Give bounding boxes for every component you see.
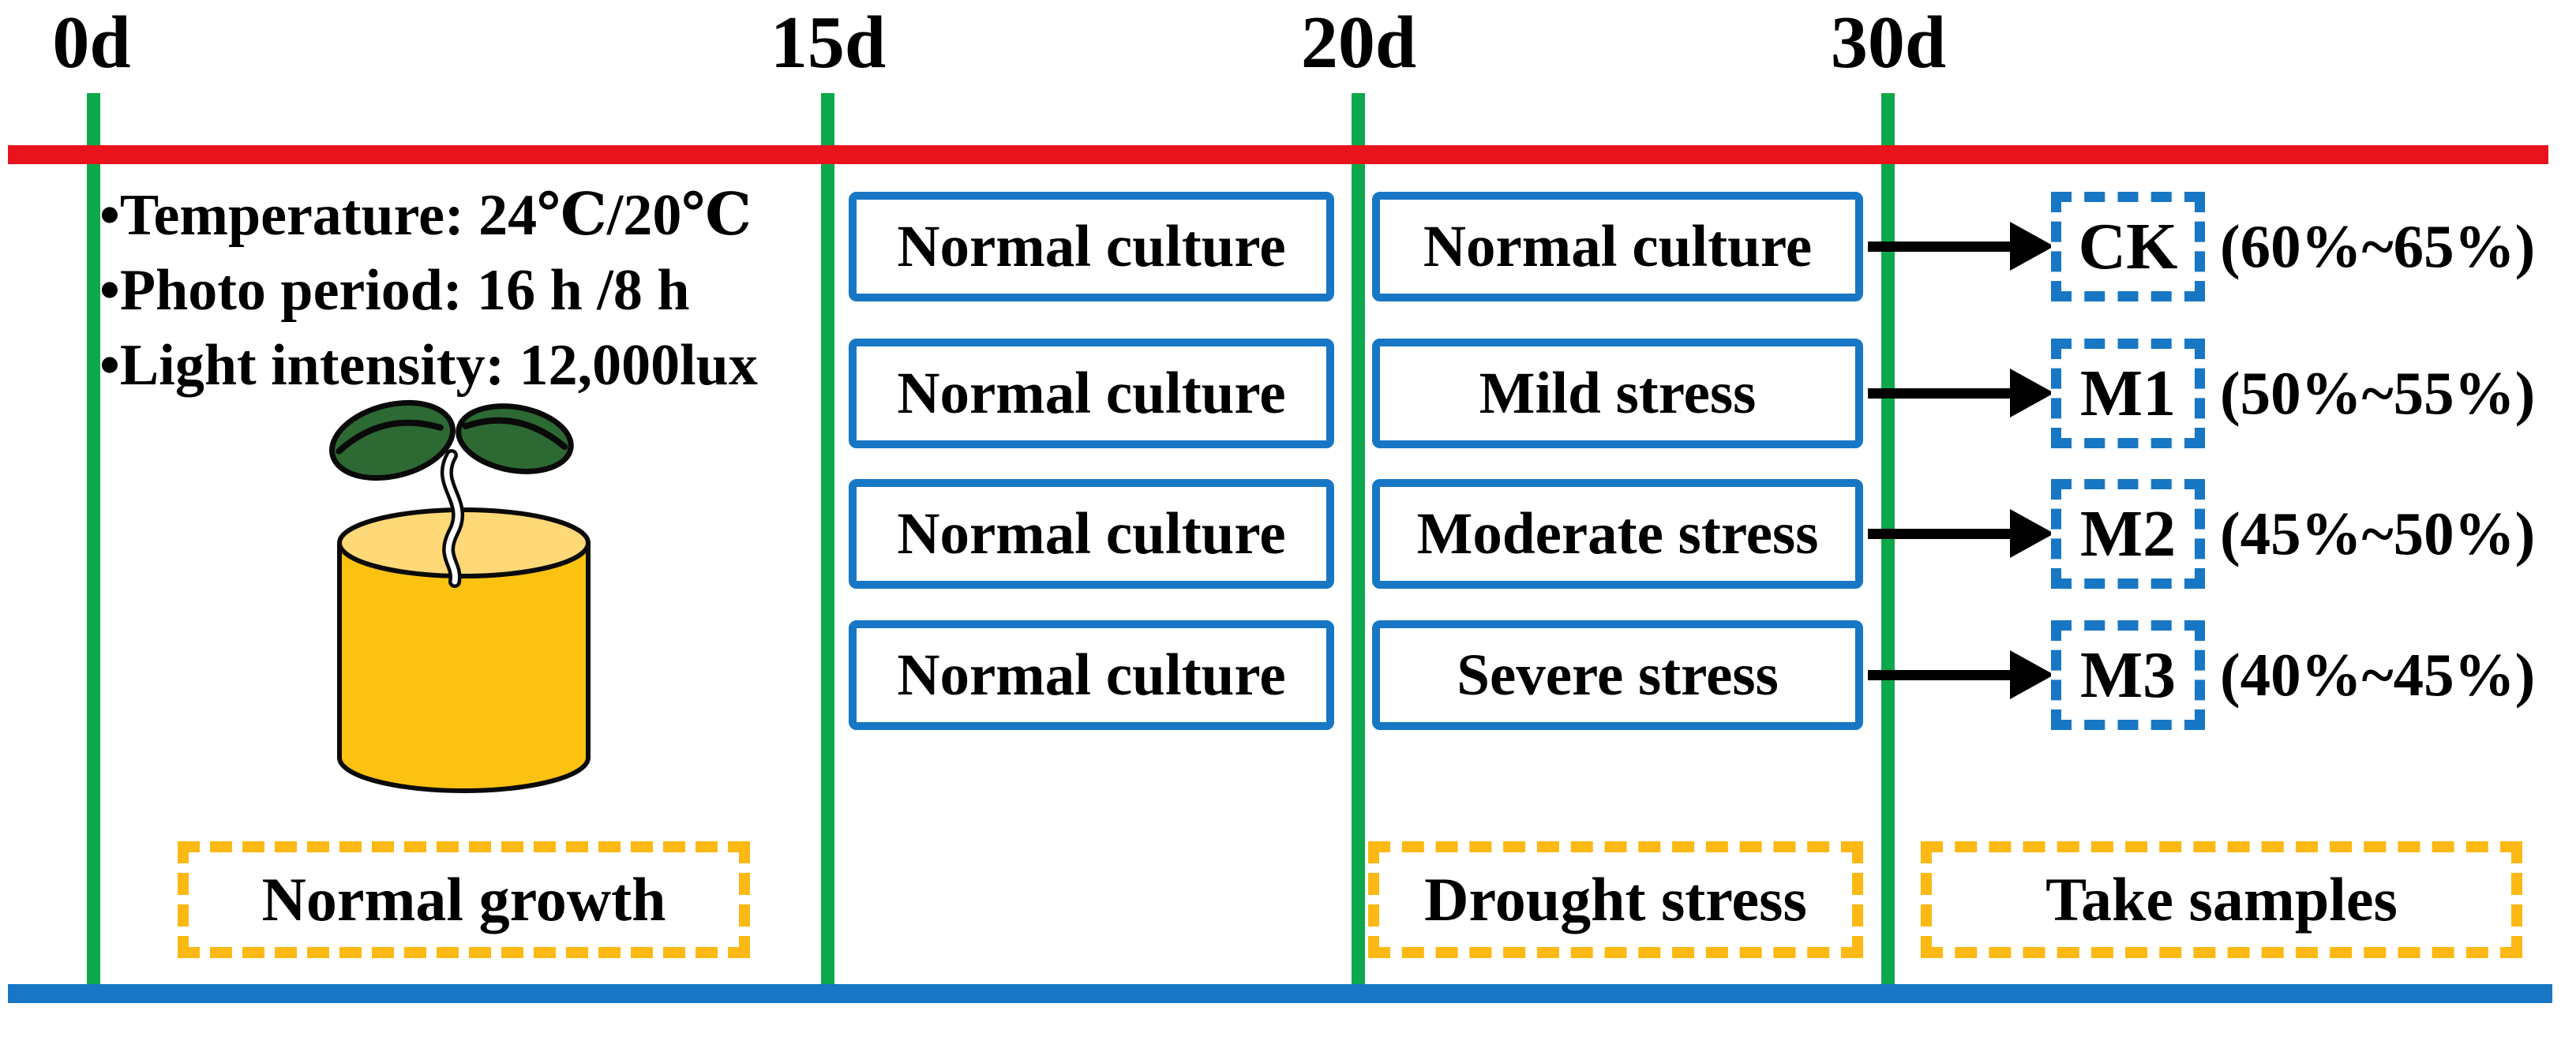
timeline-tick-20d xyxy=(1352,93,1365,988)
timeline-label-15d: 15d xyxy=(770,2,887,84)
condition-photo-period: •Photo period: 16 h /8 h xyxy=(99,258,690,323)
arrow-icon-row3 xyxy=(1868,509,2054,558)
left-cotyledon-leaf xyxy=(329,399,456,481)
timeline-label-30d: 30d xyxy=(1830,2,1947,84)
condition-light-intensity: •Light intensity: 12,000lux xyxy=(99,333,758,398)
stage2-box-row1: Normal culture xyxy=(1372,192,1863,301)
arrow-icon-row2 xyxy=(1868,369,2054,417)
right-cotyledon-leaf xyxy=(456,403,574,474)
stage2-box-row3: Moderate stress xyxy=(1372,479,1863,589)
soil-moisture-row1: (60%~65%) xyxy=(2220,212,2536,280)
stage1-box-row2: Normal culture xyxy=(849,339,1334,448)
seedling-stem-highlight xyxy=(444,452,461,585)
seedling-in-pot-illustration xyxy=(329,399,591,793)
soil-moisture-row2: (50%~55%) xyxy=(2220,359,2536,427)
normal-growth-box: Normal growth xyxy=(178,841,750,958)
group-box-ck: CK xyxy=(2051,192,2205,301)
condition-temperature: •Temperature: 24℃/20℃ xyxy=(99,183,752,248)
stage1-box-row4: Normal culture xyxy=(849,620,1334,730)
stage2-box-row4: Severe stress xyxy=(1372,620,1863,730)
timeline-tick-15d xyxy=(821,93,834,988)
group-box-m2: M2 xyxy=(2051,479,2205,589)
timeline-tick-0d xyxy=(87,93,100,988)
timeline-label-20d: 20d xyxy=(1300,2,1417,84)
pot-body xyxy=(337,541,591,793)
stage1-box-row1: Normal culture xyxy=(849,192,1334,301)
arrow-icon-row4 xyxy=(1868,650,2054,699)
drought-stress-box: Drought stress xyxy=(1368,841,1863,958)
stage2-box-row2: Mild stress xyxy=(1372,339,1863,448)
soil-moisture-row4: (40%~45%) xyxy=(2220,641,2536,709)
timeline-label-0d: 0d xyxy=(52,2,131,84)
timeline-tick-30d xyxy=(1881,93,1895,988)
group-box-m3: M3 xyxy=(2051,620,2205,730)
group-box-m1: M1 xyxy=(2051,339,2205,448)
top-red-bar xyxy=(8,145,2548,164)
stage1-box-row3: Normal culture xyxy=(849,479,1334,589)
growth-conditions-list: •Temperature: 24℃/20℃ •Photo period: 16 … xyxy=(99,178,834,403)
bottom-blue-bar xyxy=(8,984,2552,1003)
soil-moisture-row3: (45%~50%) xyxy=(2220,500,2536,567)
take-samples-box: Take samples xyxy=(1921,841,2522,958)
arrow-icon-row1 xyxy=(1868,222,2054,271)
